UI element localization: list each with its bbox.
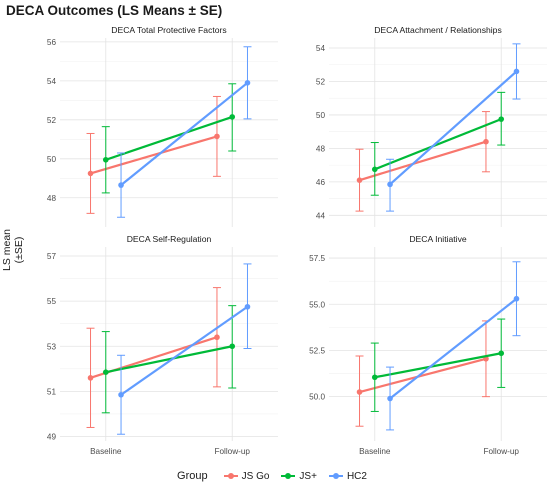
panel-4: DECA Initiative 50.0 52.5 55.0 57.5 Baseline F…: [309, 234, 547, 456]
legend-label-hc2: HC2: [346, 470, 367, 482]
y-tick-label: 57.5: [309, 254, 325, 263]
legend-label-js-plus: JS+: [299, 470, 317, 482]
panel-title: DECA Attachment / Relationships: [374, 25, 502, 35]
series-hc2: [117, 263, 252, 435]
data-point: [118, 391, 124, 398]
series-line: [359, 357, 487, 394]
legend-item-hc2: HC2: [328, 470, 367, 482]
x-tick-label: Baseline: [359, 447, 391, 456]
y-tick-label: 48: [316, 144, 326, 153]
series-line: [105, 115, 233, 161]
legend-item-js-plus: JS+: [281, 471, 317, 482]
data-point: [102, 156, 109, 163]
data-point: [229, 114, 236, 120]
series-js-plus: [370, 91, 506, 196]
panel-title: DECA Total Protective Factors: [111, 25, 226, 35]
data-point: [371, 374, 378, 381]
data-point: [498, 350, 505, 357]
series-line: [120, 81, 249, 186]
data-point: [483, 138, 489, 145]
y-tick-label: 46: [316, 178, 326, 187]
series-line: [374, 352, 502, 379]
data-point: [513, 295, 520, 302]
data-point: [214, 133, 220, 140]
y-tick-label: 44: [316, 211, 326, 220]
data-point: [87, 170, 94, 177]
y-tick-label: 54: [47, 77, 57, 86]
y-tick-label: 57: [47, 252, 57, 261]
series-hc2: [386, 261, 521, 431]
data-point: [244, 303, 251, 310]
y-tick-label: 52: [316, 77, 326, 86]
y-tick-label: 50: [47, 155, 57, 164]
y-tick-label: 51: [47, 387, 57, 396]
panel-title: DECA Initiative: [409, 234, 467, 244]
data-point: [356, 177, 363, 183]
panel-title: DECA Self-Regulation: [127, 234, 212, 244]
series-line: [105, 345, 233, 374]
panel-3: DECA Self-Regulation 49 51 53 55 57 Baseline Fo…: [47, 234, 278, 456]
data-point: [229, 343, 236, 350]
series-js-plus: [370, 318, 506, 412]
data-point: [214, 334, 220, 341]
series-line: [389, 297, 518, 400]
legend-key-hc2: [328, 471, 343, 481]
data-point: [102, 369, 109, 375]
y-tick-label: 52.5: [309, 346, 325, 355]
data-point: [87, 375, 94, 381]
panel-1: DECA Total Protective Factors 48 50 52 54 56: [47, 25, 278, 227]
x-tick-label: Baseline: [90, 447, 122, 456]
series-js-go: [355, 320, 490, 427]
y-tick-label: 56: [47, 38, 57, 47]
data-point: [387, 395, 393, 402]
legend-key-js-go: [223, 471, 238, 481]
y-tick-label: 55: [47, 297, 57, 306]
y-tick-label: 50.0: [309, 393, 325, 402]
data-point: [118, 182, 124, 188]
chart-canvas: DECA Total Protective Factors4850525456D…: [47, 25, 547, 456]
x-tick-label: Follow-up: [214, 447, 250, 456]
series-line: [374, 118, 502, 171]
legend: Group JS Go JS+ HC2: [0, 470, 550, 482]
series-line: [389, 70, 518, 186]
legend-item-js-go: JS Go: [223, 470, 270, 482]
series-js-go: [86, 95, 221, 214]
series-hc2: [386, 43, 521, 212]
data-point: [244, 80, 251, 86]
series-js-go: [86, 287, 221, 428]
legend-label-js-go: JS Go: [241, 470, 270, 482]
series-js-plus: [101, 305, 237, 414]
panel-2: DECA Attachment / Relationships 44 46 48 50 5…: [316, 25, 547, 227]
series-line: [120, 305, 249, 396]
y-tick-label: 49: [47, 432, 57, 441]
y-tick-label: 54: [316, 44, 326, 53]
legend-title: Group: [177, 470, 208, 482]
series-line: [359, 140, 487, 182]
x-tick-label: Follow-up: [483, 447, 519, 456]
data-point: [387, 181, 393, 188]
y-tick-label: 55.0: [309, 300, 325, 309]
chart-title: DECA Outcomes (LS Means ± SE): [6, 3, 223, 18]
series-line: [90, 135, 218, 175]
series-js-go: [355, 111, 490, 212]
series-hc2: [117, 46, 252, 218]
y-tick-label: 48: [47, 194, 57, 203]
legend-key-js-plus: [281, 471, 296, 481]
y-tick-label: 50: [316, 111, 326, 120]
data-point: [371, 166, 378, 173]
data-point: [498, 116, 505, 122]
y-tick-label: 53: [47, 342, 57, 351]
y-tick-label: 52: [47, 116, 57, 125]
data-point: [356, 389, 363, 395]
data-point: [513, 68, 520, 75]
